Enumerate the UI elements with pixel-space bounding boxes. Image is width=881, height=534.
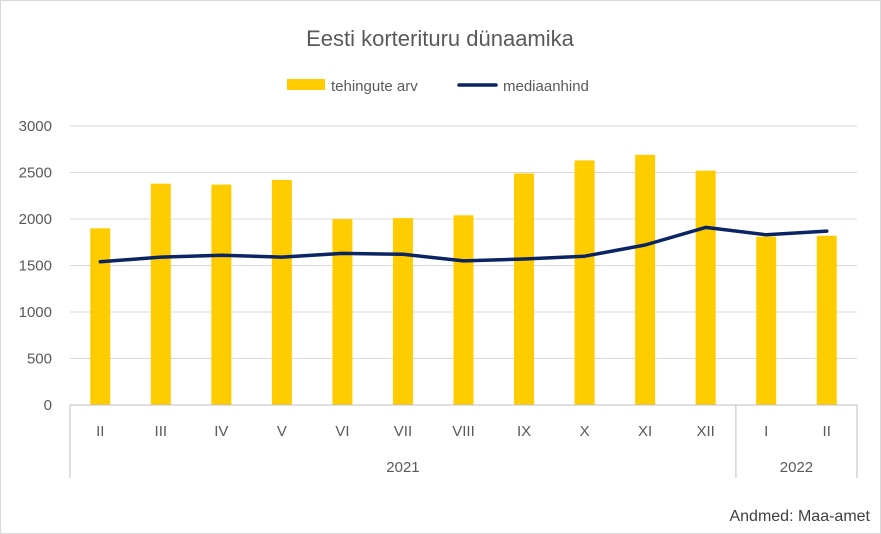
bar-series-tehingute-arv — [90, 154, 837, 405]
x-tick-label: II — [823, 423, 831, 440]
legend-swatch-tehingute-arv — [287, 79, 325, 90]
x-tick-label: VII — [394, 423, 412, 440]
x-tick-label: XI — [638, 423, 652, 440]
x-tick-label: VIII — [452, 423, 475, 440]
x-group-label: 2022 — [780, 459, 813, 476]
bar — [453, 215, 474, 405]
legend: tehingute arv mediaanhind — [287, 78, 589, 95]
bar — [332, 219, 353, 405]
x-tick-label: I — [764, 423, 768, 440]
y-tick-label: 2500 — [19, 165, 52, 182]
bar — [90, 228, 111, 405]
x-tick-label: IX — [517, 423, 531, 440]
y-tick-label: 0 — [44, 397, 52, 414]
y-axis: 0 500 1000 1500 2000 2500 3000 — [19, 118, 52, 414]
bar — [635, 154, 656, 405]
bar — [756, 236, 777, 405]
x-tick-label: V — [277, 423, 287, 440]
source-note: Andmed: Maa-amet — [729, 508, 870, 525]
y-tick-label: 3000 — [19, 118, 52, 135]
x-tick-label: III — [155, 423, 168, 440]
chart-title: Eesti korterituru dünaamika — [306, 26, 575, 51]
x-tick-label: II — [96, 423, 104, 440]
y-tick-label: 500 — [27, 351, 52, 368]
y-tick-label: 1500 — [19, 258, 52, 275]
bar — [574, 160, 595, 405]
bar — [392, 218, 413, 405]
y-tick-label: 2000 — [19, 211, 52, 228]
bar — [695, 170, 716, 405]
bar — [816, 235, 837, 405]
bar — [514, 173, 535, 405]
x-group-label: 2021 — [386, 459, 419, 476]
x-tick-label: X — [580, 423, 590, 440]
x-tick-label: IV — [214, 423, 228, 440]
x-tick-label: XII — [696, 423, 714, 440]
legend-label-mediaanhind: mediaanhind — [503, 78, 589, 95]
bar — [271, 179, 292, 405]
legend-label-tehingute-arv: tehingute arv — [331, 78, 418, 95]
bar — [150, 183, 171, 405]
x-tick-label: VI — [335, 423, 349, 440]
y-tick-label: 1000 — [19, 304, 52, 321]
bar — [211, 184, 232, 405]
line-series-mediaanhind — [98, 225, 829, 264]
